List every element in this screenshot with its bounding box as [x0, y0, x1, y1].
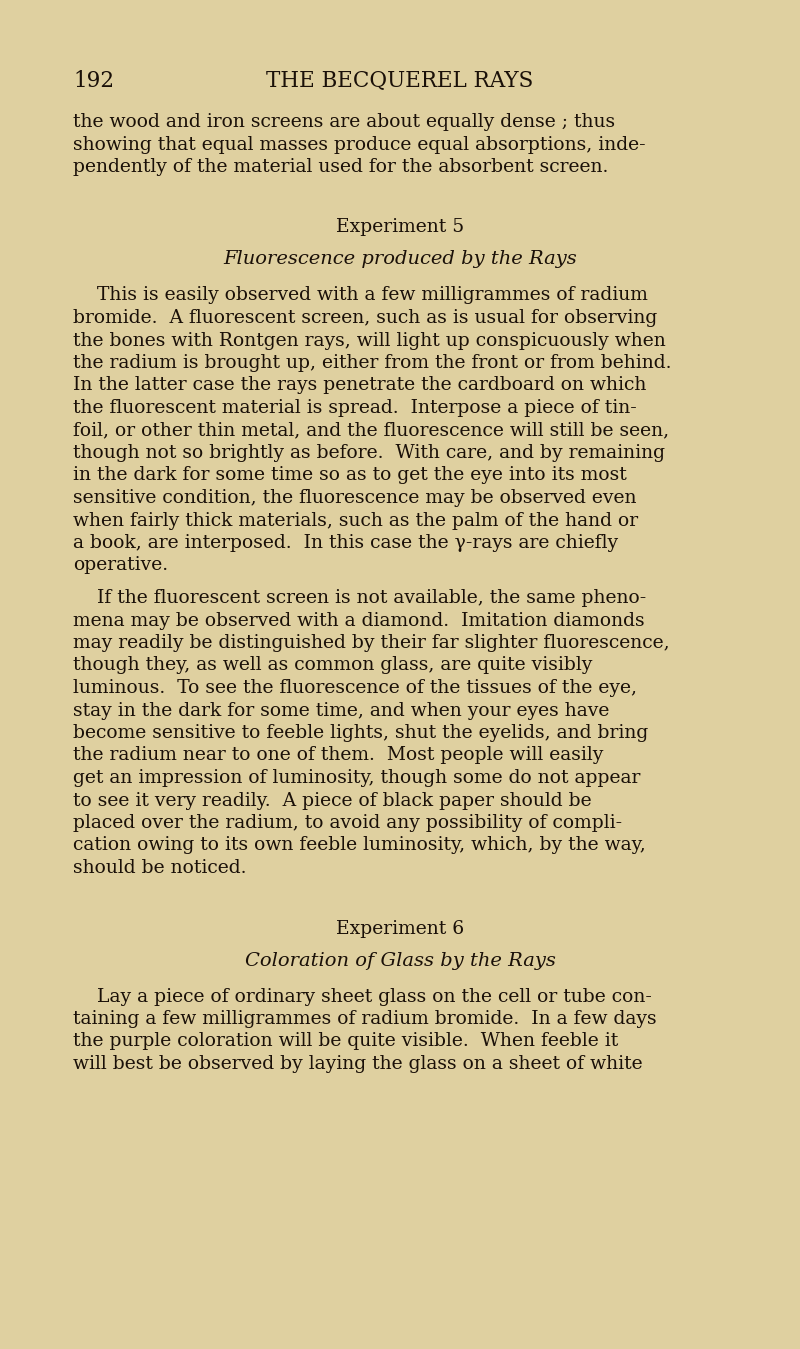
Text: though they, as well as common glass, are quite visibly: though they, as well as common glass, ar… — [73, 657, 592, 674]
Text: foil, or other thin metal, and the fluorescence will still be seen,: foil, or other thin metal, and the fluor… — [73, 421, 669, 440]
Text: 192: 192 — [73, 70, 114, 92]
Text: the radium is brought up, either from the front or from behind.: the radium is brought up, either from th… — [73, 353, 671, 372]
Text: stay in the dark for some time, and when your eyes have: stay in the dark for some time, and when… — [73, 701, 610, 719]
Text: Experiment 5: Experiment 5 — [336, 219, 464, 236]
Text: If the fluorescent screen is not available, the same pheno-: If the fluorescent screen is not availab… — [73, 590, 646, 607]
Text: pendently of the material used for the absorbent screen.: pendently of the material used for the a… — [73, 158, 608, 175]
Text: the radium near to one of them.  Most people will easily: the radium near to one of them. Most peo… — [73, 746, 603, 765]
Text: luminous.  To see the fluorescence of the tissues of the eye,: luminous. To see the fluorescence of the… — [73, 679, 637, 697]
Text: the wood and iron screens are about equally dense ; thus: the wood and iron screens are about equa… — [73, 113, 615, 131]
Text: taining a few milligrammes of radium bromide.  In a few days: taining a few milligrammes of radium bro… — [73, 1010, 657, 1028]
Text: Fluorescence produced by the Rays: Fluorescence produced by the Rays — [223, 251, 577, 268]
Text: to see it very readily.  A piece of black paper should be: to see it very readily. A piece of black… — [73, 792, 592, 809]
Text: In the latter case the rays penetrate the cardboard on which: In the latter case the rays penetrate th… — [73, 376, 646, 394]
Text: may readily be distinguished by their far slighter fluorescence,: may readily be distinguished by their fa… — [73, 634, 670, 652]
Text: bromide.  A fluorescent screen, such as is usual for observing: bromide. A fluorescent screen, such as i… — [73, 309, 658, 326]
Text: Coloration of Glass by the Rays: Coloration of Glass by the Rays — [245, 951, 555, 970]
Text: a book, are interposed.  In this case the γ-rays are chiefly: a book, are interposed. In this case the… — [73, 534, 618, 552]
Text: should be noticed.: should be noticed. — [73, 859, 246, 877]
Text: THE BECQUEREL RAYS: THE BECQUEREL RAYS — [266, 70, 534, 92]
Text: cation owing to its own feeble luminosity, which, by the way,: cation owing to its own feeble luminosit… — [73, 836, 646, 854]
Text: Lay a piece of ordinary sheet glass on the cell or tube con-: Lay a piece of ordinary sheet glass on t… — [73, 987, 652, 1005]
Text: the bones with Rontgen rays, will light up conspicuously when: the bones with Rontgen rays, will light … — [73, 332, 666, 349]
Text: will best be observed by laying the glass on a sheet of white: will best be observed by laying the glas… — [73, 1055, 642, 1072]
Text: mena may be observed with a diamond.  Imitation diamonds: mena may be observed with a diamond. Imi… — [73, 611, 645, 630]
Text: when fairly thick materials, such as the palm of the hand or: when fairly thick materials, such as the… — [73, 511, 638, 530]
Text: This is easily observed with a few milligrammes of radium: This is easily observed with a few milli… — [73, 286, 648, 305]
Text: get an impression of luminosity, though some do not appear: get an impression of luminosity, though … — [73, 769, 640, 786]
Text: though not so brightly as before.  With care, and by remaining: though not so brightly as before. With c… — [73, 444, 665, 461]
Text: sensitive condition, the fluorescence may be observed even: sensitive condition, the fluorescence ma… — [73, 488, 637, 507]
Text: the fluorescent material is spread.  Interpose a piece of tin-: the fluorescent material is spread. Inte… — [73, 399, 637, 417]
Text: Experiment 6: Experiment 6 — [336, 920, 464, 938]
Text: in the dark for some time so as to get the eye into its most: in the dark for some time so as to get t… — [73, 467, 626, 484]
Text: placed over the radium, to avoid any possibility of compli-: placed over the radium, to avoid any pos… — [73, 813, 622, 832]
Text: operative.: operative. — [73, 557, 168, 575]
Text: showing that equal masses produce equal absorptions, inde-: showing that equal masses produce equal … — [73, 135, 646, 154]
Text: become sensitive to feeble lights, shut the eyelids, and bring: become sensitive to feeble lights, shut … — [73, 724, 648, 742]
Text: the purple coloration will be quite visible.  When feeble it: the purple coloration will be quite visi… — [73, 1032, 618, 1051]
